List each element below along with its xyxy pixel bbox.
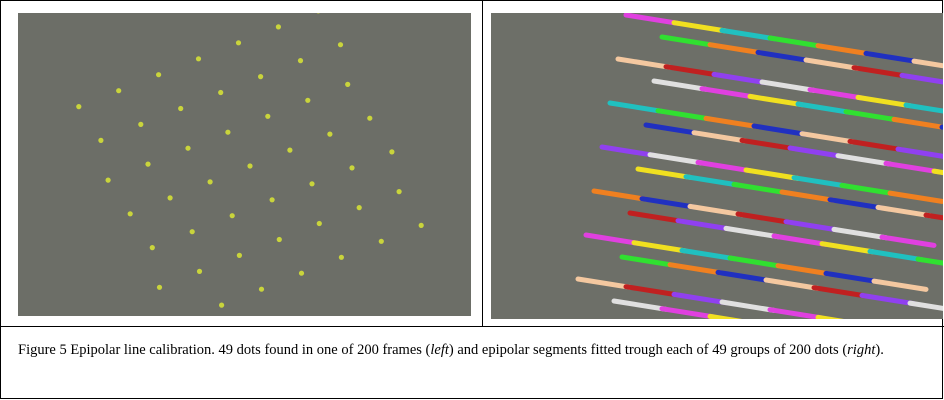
dot [277, 237, 282, 242]
dot [259, 287, 264, 292]
dot [349, 165, 354, 170]
caption-text: ). [875, 342, 883, 358]
dot [338, 42, 343, 47]
dot [265, 114, 270, 119]
dot [357, 205, 362, 210]
dot [258, 74, 263, 79]
figure: Figure 5 Epipolar line calibration. 49 d… [0, 0, 943, 399]
dot [98, 138, 103, 143]
dot [379, 239, 384, 244]
dot [397, 189, 402, 194]
dot [287, 148, 292, 153]
dot [317, 221, 322, 226]
dot [208, 179, 213, 184]
dot [185, 146, 190, 151]
dot [116, 88, 121, 93]
dot [197, 269, 202, 274]
dot [247, 163, 252, 168]
divider [1, 326, 944, 327]
dot [190, 229, 195, 234]
image-background [18, 13, 471, 316]
dot [389, 149, 394, 154]
dot [219, 303, 224, 308]
dot [270, 197, 275, 202]
dot [339, 255, 344, 260]
dot [305, 98, 310, 103]
dot [225, 130, 230, 135]
dot [367, 116, 372, 121]
dot [218, 90, 223, 95]
dot [230, 213, 235, 218]
caption-text: Figure 5 Epipolar line calibration. 49 d… [18, 342, 430, 358]
dot [157, 285, 162, 290]
dots-image [18, 13, 471, 316]
dot [138, 122, 143, 127]
dot [309, 181, 314, 186]
dot [145, 162, 150, 167]
dot [298, 58, 303, 63]
dot [236, 40, 241, 45]
divider [482, 1, 483, 326]
dot [276, 24, 281, 29]
dot [345, 82, 350, 87]
dot [419, 223, 424, 228]
dot [168, 195, 173, 200]
caption: Figure 5 Epipolar line calibration. 49 d… [18, 339, 928, 361]
caption-emphasis: right [847, 342, 875, 358]
segments-image [491, 13, 943, 319]
caption-emphasis: left [430, 342, 449, 358]
dot [76, 104, 81, 109]
dot [237, 253, 242, 258]
dot [327, 132, 332, 137]
caption-text: ) and epipolar segments fitted trough ea… [449, 342, 847, 358]
dot [150, 245, 155, 250]
dot [299, 271, 304, 276]
dot [196, 56, 201, 61]
dot [178, 106, 183, 111]
dot [156, 72, 161, 77]
dot [128, 211, 133, 216]
dot [106, 178, 111, 183]
